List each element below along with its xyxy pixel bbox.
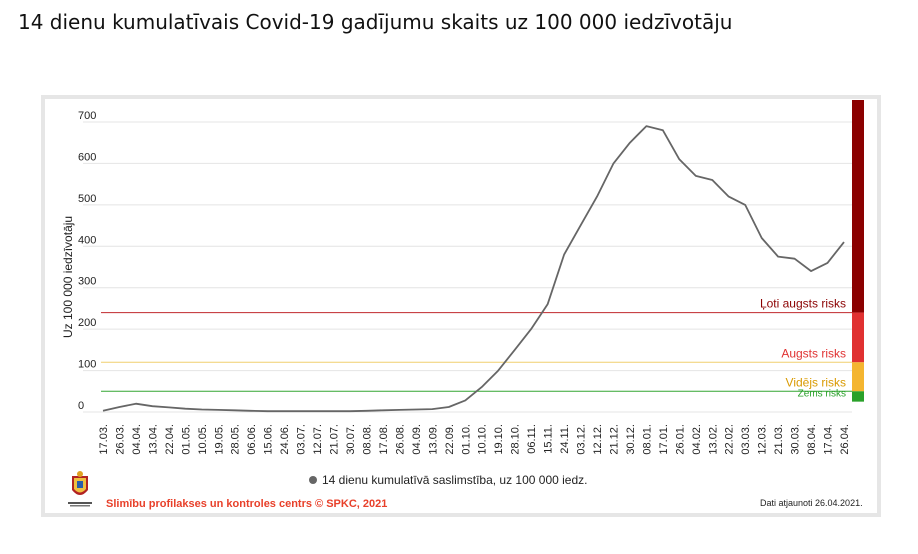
chart-frame	[41, 95, 881, 517]
y-tick-label: 500	[78, 193, 96, 205]
legend-label: 14 dienu kumulatīvā saslimstība, uz 100 …	[322, 473, 588, 487]
x-tick-label: 21.03.	[773, 424, 785, 455]
x-tick-label: 15.06.	[263, 424, 275, 455]
footer-updated: Dati atjaunoti 26.04.2021.	[760, 498, 863, 508]
y-tick-label: 100	[78, 359, 96, 371]
x-tick-label: 04.04.	[131, 424, 143, 455]
x-tick-label: 30.03.	[790, 424, 802, 455]
x-tick-label: 08.04.	[806, 424, 818, 455]
x-tick-label: 10.05.	[197, 424, 209, 455]
x-tick-label: 17.03.	[98, 424, 110, 455]
y-tick-label: 600	[78, 151, 96, 163]
risk-band-label: Ļoti augsts risks	[760, 297, 846, 311]
x-tick-label: 26.01.	[674, 424, 686, 455]
x-tick-label: 24.11.	[559, 424, 571, 454]
x-tick-label: 12.07.	[312, 424, 324, 455]
x-tick-label: 17.04.	[823, 424, 835, 455]
page-title: 14 dienu kumulatīvais Covid-19 gadījumu …	[18, 10, 733, 34]
footer-source: Slimību profilakses un kontroles centrs …	[106, 498, 388, 510]
x-tick-label: 17.01.	[658, 424, 670, 455]
x-tick-label: 01.05.	[180, 424, 192, 455]
x-tick-label: 22.04.	[164, 424, 176, 455]
x-tick-label: 19.05.	[213, 424, 225, 455]
x-tick-label: 13.02.	[707, 424, 719, 455]
x-tick-label: 28.05.	[230, 424, 242, 455]
x-tick-label: 06.06.	[246, 424, 258, 455]
x-tick-label: 08.08.	[361, 424, 373, 455]
x-tick-label: 04.09.	[411, 424, 423, 455]
x-tick-label: 13.09.	[427, 424, 439, 455]
risk-band-label: Augsts risks	[781, 346, 846, 360]
x-tick-label: 21.12.	[608, 424, 620, 455]
x-tick-label: 28.10.	[510, 424, 522, 455]
x-tick-label: 26.08.	[394, 424, 406, 455]
x-tick-label: 21.07.	[329, 424, 341, 455]
x-tick-label: 15.11.	[543, 424, 555, 454]
chart-panel	[45, 99, 877, 513]
risk-band	[852, 391, 864, 402]
risk-band-label: Vidējs risks	[786, 375, 846, 389]
x-tick-label: 03.12.	[576, 424, 588, 455]
x-tick-label: 30.12.	[625, 424, 637, 455]
spkc-logo	[60, 468, 100, 508]
x-tick-label: 26.04.	[839, 424, 851, 455]
x-tick-label: 19.10.	[493, 424, 505, 455]
x-tick-label: 03.07.	[296, 424, 308, 455]
y-tick-label: 300	[78, 276, 96, 288]
x-tick-label: 12.12.	[592, 424, 604, 455]
x-tick-label: 13.04.	[147, 424, 159, 455]
risk-band	[852, 312, 864, 363]
series-line	[102, 125, 845, 413]
y-tick-label: 0	[78, 400, 84, 412]
x-tick-label: 12.03.	[757, 424, 769, 455]
x-tick-label: 24.06.	[279, 424, 291, 455]
legend-marker	[309, 476, 317, 484]
x-tick-label: 03.03.	[740, 424, 752, 455]
x-tick-label: 17.08.	[378, 424, 390, 455]
y-tick-label: 700	[78, 110, 96, 122]
x-tick-label: 30.07.	[345, 424, 357, 455]
x-tick-label: 10.10.	[477, 424, 489, 455]
x-tick-label: 22.09.	[444, 424, 456, 455]
x-tick-label: 08.01.	[641, 424, 653, 455]
x-tick-label: 01.10.	[460, 424, 472, 455]
risk-band	[852, 100, 864, 313]
y-axis-label: Uz 100 000 iedzīvotāju	[61, 216, 75, 338]
x-tick-label: 04.02.	[691, 424, 703, 455]
x-tick-label: 06.11.	[526, 424, 538, 454]
x-tick-label: 26.03.	[114, 424, 126, 455]
coat-of-arms-icon	[68, 471, 92, 507]
risk-band	[852, 362, 864, 392]
risk-band-label: Zems risks	[798, 389, 846, 400]
y-tick-label: 200	[78, 317, 96, 329]
x-tick-label: 22.02.	[724, 424, 736, 455]
y-tick-label: 400	[78, 234, 96, 246]
